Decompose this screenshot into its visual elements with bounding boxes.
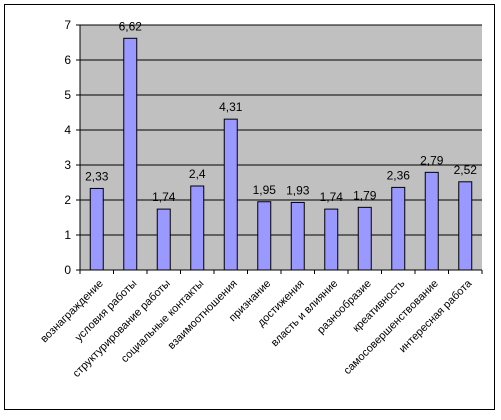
data-label: 6,62 bbox=[119, 19, 143, 33]
bar bbox=[324, 208, 339, 271]
data-label: 2,79 bbox=[420, 153, 444, 167]
y-tick-label: 3 bbox=[64, 158, 71, 172]
bar bbox=[190, 185, 205, 271]
y-axis-ticks: 0 1 2 3 4 5 6 7 bbox=[64, 18, 80, 277]
value-labels: 2,33 6,62 1,74 2,4 4,31 1,95 1,93 1,74 1,79 2,36 2… bbox=[85, 19, 477, 204]
bar bbox=[156, 208, 171, 271]
y-tick-label: 6 bbox=[64, 53, 71, 67]
bar bbox=[290, 201, 305, 271]
data-label: 4,31 bbox=[219, 100, 243, 114]
data-label: 1,74 bbox=[152, 190, 176, 204]
plot-area bbox=[80, 25, 482, 270]
y-tick-label: 4 bbox=[64, 123, 71, 137]
y-tick-label: 2 bbox=[64, 193, 71, 207]
data-label: 2,4 bbox=[189, 167, 206, 181]
data-label: 1,93 bbox=[286, 183, 310, 197]
bar bbox=[424, 171, 439, 271]
gridlines bbox=[80, 24, 482, 236]
data-label: 2,52 bbox=[454, 163, 478, 177]
y-tick-label: 1 bbox=[64, 228, 71, 242]
bar bbox=[458, 181, 473, 271]
y-tick-label: 5 bbox=[64, 88, 71, 102]
data-label: 2,36 bbox=[387, 168, 411, 182]
bar bbox=[223, 118, 238, 271]
data-label: 2,33 bbox=[85, 169, 109, 183]
data-label: 1,95 bbox=[253, 183, 277, 197]
y-tick-label: 0 bbox=[64, 263, 71, 277]
data-label: 1,79 bbox=[353, 188, 377, 202]
y-tick-label: 7 bbox=[64, 18, 71, 32]
bar bbox=[257, 201, 272, 271]
bar bbox=[89, 187, 104, 271]
data-label: 1,74 bbox=[320, 190, 344, 204]
bar bbox=[357, 206, 372, 271]
bars bbox=[89, 37, 473, 271]
bar bbox=[123, 37, 138, 271]
bar bbox=[391, 186, 406, 271]
